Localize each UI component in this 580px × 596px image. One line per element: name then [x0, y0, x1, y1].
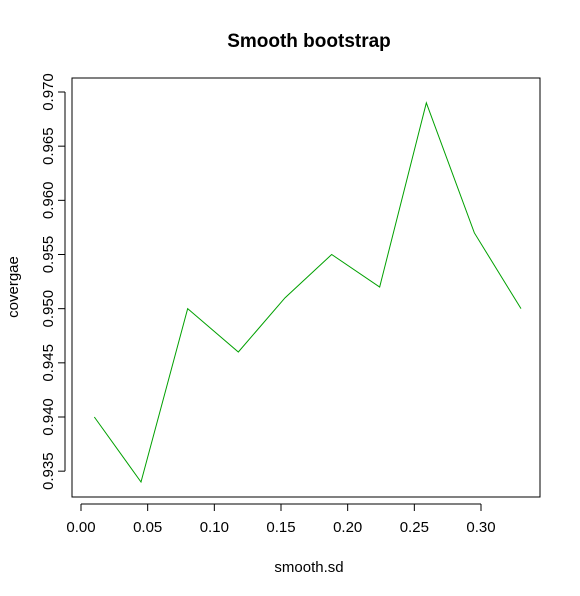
y-tick-label: 0.955	[40, 236, 57, 274]
y-tick-label: 0.960	[40, 182, 57, 220]
x-tick-label: 0.15	[266, 519, 295, 536]
x-axis-label: smooth.sd	[274, 559, 343, 576]
y-tick-label: 0.935	[40, 452, 57, 490]
x-tick-label: 0.25	[400, 519, 429, 536]
x-tick-label: 0.00	[66, 519, 95, 536]
chart-title: Smooth bootstrap	[227, 31, 391, 52]
x-tick-label: 0.30	[466, 519, 495, 536]
series-line	[93, 101, 522, 484]
x-axis: 0.00 0.05 0.10 0.15 0.20 0.25 0.30	[66, 503, 496, 536]
y-tick-label: 0.970	[40, 73, 57, 111]
y-tick-label: 0.950	[40, 290, 57, 328]
y-tick-label: 0.945	[40, 344, 57, 382]
plot-frame	[71, 77, 541, 498]
x-tick-label: 0.05	[133, 519, 162, 536]
series-layer	[93, 101, 522, 484]
y-axis: 0.935 0.940 0.945 0.950 0.955 0.960 0.965 0.970	[40, 73, 66, 490]
x-tick-label: 0.10	[200, 519, 229, 536]
y-tick-label: 0.965	[40, 127, 57, 165]
x-tick-label: 0.20	[333, 519, 362, 536]
y-axis-label: covergae	[5, 256, 22, 318]
y-tick-label: 0.940	[40, 398, 57, 436]
